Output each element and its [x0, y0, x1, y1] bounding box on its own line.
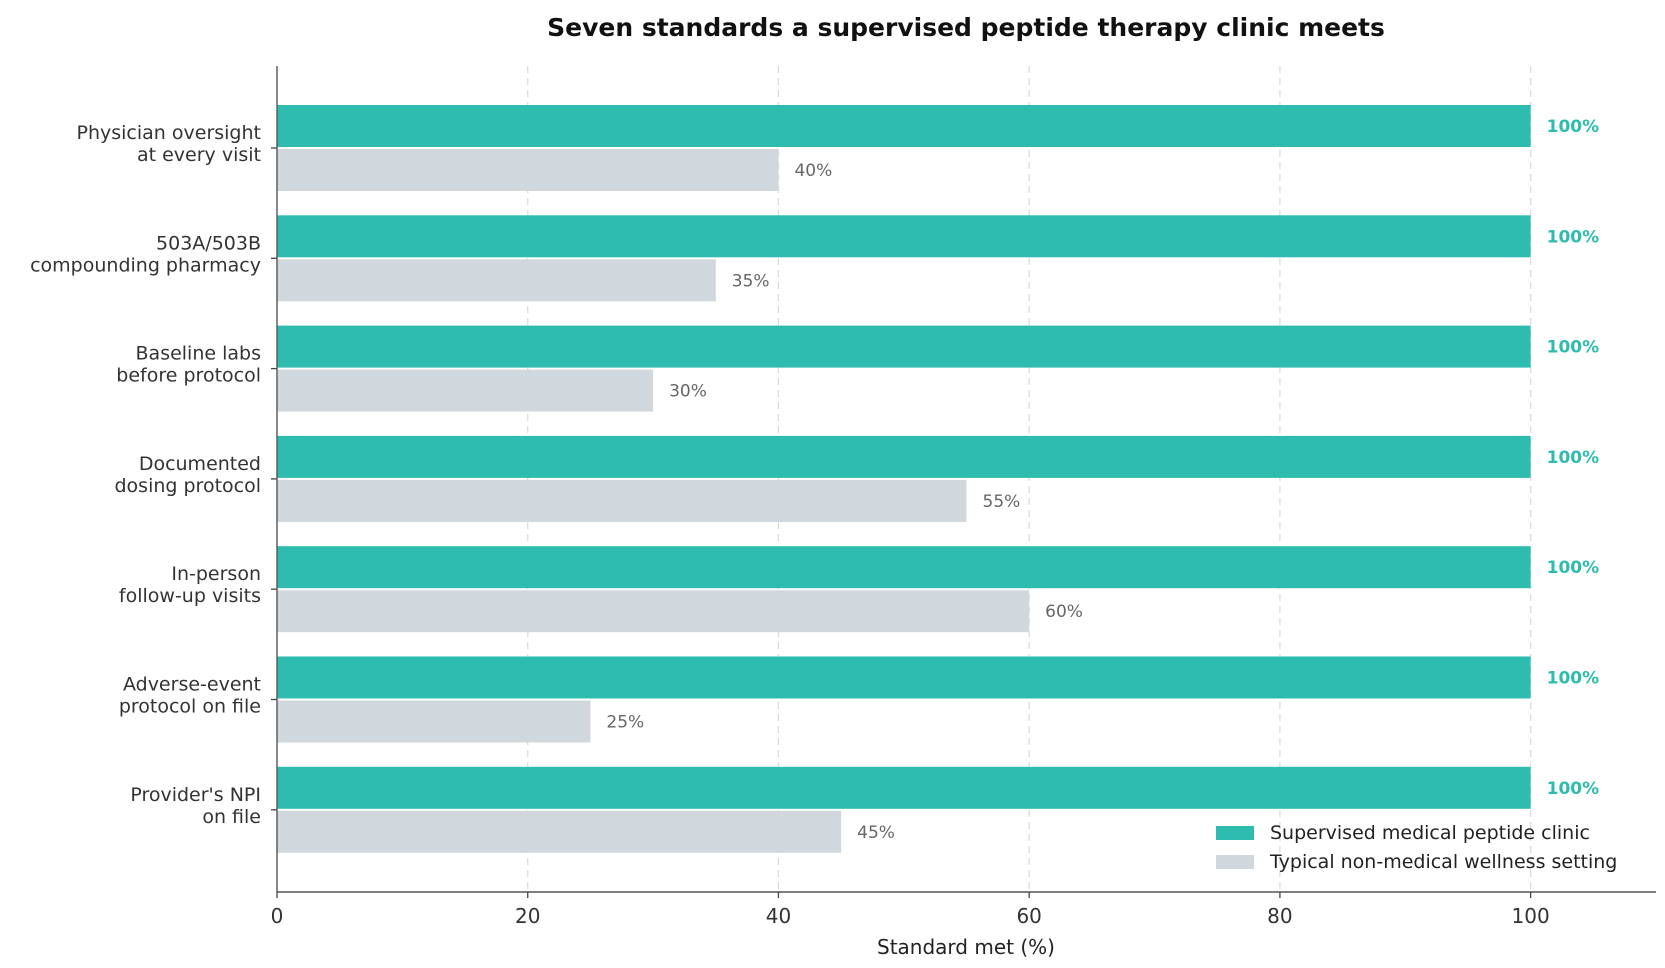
- bar-typical-6: [277, 810, 842, 853]
- data-label-supervised-0: 100%: [1547, 117, 1600, 137]
- x-tick-label-100: 100: [1512, 904, 1550, 928]
- chart-title: Seven standards a supervised peptide the…: [547, 13, 1385, 42]
- category-label-line: 503A/503B: [156, 232, 261, 254]
- data-label-typical-6: 45%: [857, 823, 895, 843]
- category-label-line: Documented: [139, 453, 261, 475]
- bar-typical-4: [277, 590, 1030, 633]
- data-label-typical-5: 25%: [606, 713, 644, 733]
- data-label-supervised-5: 100%: [1547, 669, 1600, 689]
- data-label-typical-0: 40%: [794, 161, 832, 181]
- x-tick-label-80: 80: [1267, 904, 1292, 928]
- category-label-line: Adverse-event: [123, 674, 261, 696]
- x-tick-label-0: 0: [271, 904, 284, 928]
- data-label-supervised-1: 100%: [1547, 227, 1600, 247]
- category-label-4: In-person follow-up visits: [119, 563, 261, 607]
- category-label-line: protocol on file: [119, 696, 261, 718]
- category-label-3: Documented dosing protocol: [114, 453, 261, 497]
- grid: [527, 66, 1532, 892]
- bar-supervised-1: [277, 215, 1531, 258]
- x-tick-label-40: 40: [766, 904, 791, 928]
- legend-label-typical: Typical non-medical wellness setting: [1269, 851, 1617, 873]
- bar-supervised-2: [277, 325, 1531, 368]
- legend-swatch-typical: [1216, 855, 1254, 869]
- data-label-supervised-6: 100%: [1547, 779, 1600, 799]
- bar-supervised-6: [277, 766, 1531, 809]
- legend: Supervised medical peptide clinic Typical…: [1216, 822, 1617, 873]
- x-axis-title: Standard met (%): [877, 935, 1055, 959]
- bar-supervised-4: [277, 546, 1531, 589]
- category-label-line: follow-up visits: [119, 585, 261, 607]
- category-label-line: on file: [202, 806, 261, 828]
- category-label-line: In-person: [171, 563, 261, 585]
- bar-typical-3: [277, 479, 967, 522]
- legend-label-supervised: Supervised medical peptide clinic: [1270, 822, 1590, 844]
- bar-typical-5: [277, 700, 591, 743]
- category-label-6: Provider's NPI on file: [130, 784, 261, 828]
- category-label-line: before protocol: [116, 365, 261, 387]
- bar-supervised-5: [277, 656, 1531, 699]
- data-label-supervised-4: 100%: [1547, 558, 1600, 578]
- category-label-line: compounding pharmacy: [30, 254, 261, 276]
- category-label-5: Adverse-event protocol on file: [119, 674, 261, 718]
- category-label-line: at every visit: [137, 144, 261, 166]
- x-tick-label-20: 20: [515, 904, 540, 928]
- category-label-line: Provider's NPI: [130, 784, 261, 806]
- bars: 100% 40% 100% 35% 100% 30% 100% 55% 100% 60% 100% 2…: [277, 105, 1599, 853]
- category-label-line: Baseline labs: [136, 343, 261, 365]
- legend-swatch-supervised: [1216, 826, 1254, 840]
- data-label-supervised-2: 100%: [1547, 338, 1600, 358]
- category-label-line: dosing protocol: [114, 475, 261, 497]
- category-label-1: 503A/503B compounding pharmacy: [30, 232, 261, 276]
- category-label-0: Physician oversight at every visit: [77, 122, 261, 166]
- bar-supervised-3: [277, 435, 1531, 478]
- bar-typical-1: [277, 259, 716, 302]
- data-label-typical-2: 30%: [669, 382, 707, 402]
- category-label-line: Physician oversight: [77, 122, 261, 144]
- data-label-typical-4: 60%: [1045, 602, 1083, 622]
- x-tick-label-60: 60: [1016, 904, 1041, 928]
- bar-typical-0: [277, 149, 779, 191]
- bar-supervised-0: [277, 105, 1531, 147]
- data-label-typical-3: 55%: [983, 492, 1021, 512]
- data-label-typical-1: 35%: [732, 271, 770, 291]
- category-label-2: Baseline labs before protocol: [116, 343, 261, 387]
- axes: Physician oversight at every visit 503A/50…: [30, 66, 1656, 928]
- data-label-supervised-3: 100%: [1547, 448, 1600, 468]
- bar-typical-2: [277, 369, 654, 412]
